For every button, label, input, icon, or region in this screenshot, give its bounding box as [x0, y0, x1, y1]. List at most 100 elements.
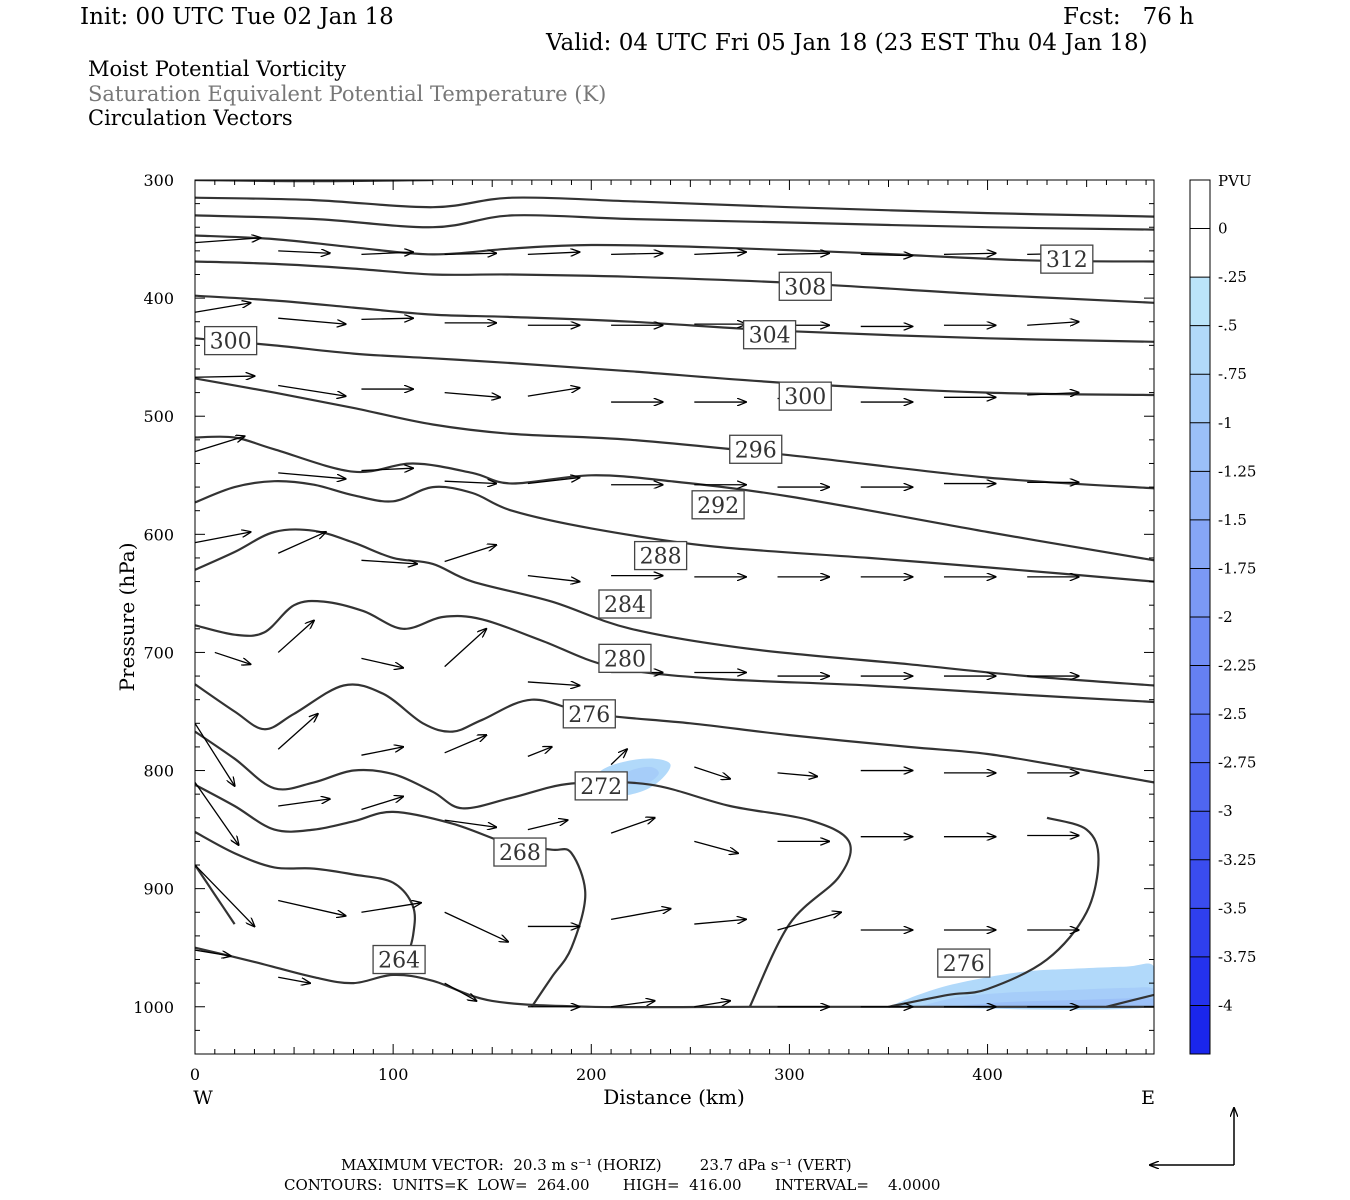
- colorbar-swatch: [1190, 471, 1210, 521]
- svg-text:300: 300: [210, 330, 252, 355]
- circulation-vector: [694, 840, 738, 853]
- y-tick-label: 900: [143, 880, 174, 899]
- contour-label: 264: [372, 944, 426, 975]
- contour-label: 276: [562, 699, 616, 729]
- contour-label: 300: [778, 381, 832, 411]
- theta-contour: [195, 730, 852, 1008]
- theta-contour: [1106, 993, 1154, 1008]
- colorbar-tick-label: -1.25: [1218, 462, 1256, 480]
- y-tick-label: 600: [143, 525, 174, 544]
- circulation-vector: [194, 864, 254, 926]
- theta-contour: [195, 831, 416, 972]
- svg-text:264: 264: [378, 949, 420, 974]
- svg-text:268: 268: [499, 841, 541, 866]
- circulation-vector: [214, 651, 251, 664]
- circulation-vector: [610, 749, 627, 766]
- y-tick-label: 500: [143, 407, 174, 426]
- contour-label: 308: [778, 271, 832, 301]
- svg-text:284: 284: [604, 593, 646, 618]
- svg-text:308: 308: [784, 275, 826, 300]
- circulation-vector: [527, 747, 552, 757]
- circulation-vector: [444, 253, 497, 254]
- colorbar-swatch: [1190, 665, 1210, 715]
- reference-vector-icon: [1150, 1108, 1234, 1165]
- x-tick-label: 400: [972, 1065, 1003, 1084]
- theta-contour: [195, 946, 1154, 1009]
- svg-text:276: 276: [943, 952, 985, 977]
- colorbar-swatch: [1190, 422, 1210, 472]
- forecast-hour: Fcst: 76 h: [1063, 4, 1194, 30]
- circulation-vector: [277, 532, 326, 554]
- circulation-vector: [610, 909, 670, 920]
- colorbar-tick-label: -3: [1218, 802, 1233, 820]
- circulation-vector: [444, 982, 477, 1001]
- x-tick-label: 200: [576, 1065, 607, 1084]
- circulation-vector: [278, 317, 345, 324]
- colorbar-tick-label: -2.75: [1218, 754, 1256, 772]
- circulation-vector: [277, 621, 314, 653]
- circulation-vector: [361, 657, 403, 667]
- circulation-vector: [361, 468, 413, 470]
- colorbar-swatch: [1190, 325, 1210, 375]
- colorbar-tick-label: -2.25: [1218, 657, 1256, 675]
- circulation-vector: [278, 899, 345, 915]
- circulation-vector: [527, 575, 580, 582]
- x-tick-label: 0: [190, 1065, 200, 1084]
- circulation-vector: [361, 252, 413, 254]
- svg-text:300: 300: [784, 385, 826, 410]
- circulation-vector: [194, 238, 260, 244]
- theta-contour: [195, 480, 1154, 583]
- svg-text:292: 292: [697, 494, 739, 519]
- theta-contour: [195, 599, 1154, 704]
- circulation-vector: [610, 818, 655, 834]
- x-tick-label: 300: [774, 1065, 805, 1084]
- contour-label: 296: [729, 434, 783, 464]
- y-tick-label: 800: [143, 762, 174, 781]
- svg-text:276: 276: [568, 703, 610, 728]
- circulation-vector: [444, 735, 487, 754]
- circulation-vector: [361, 747, 403, 756]
- circulation-vector: [194, 436, 245, 453]
- colorbar-tick-label: -.5: [1218, 317, 1237, 335]
- svg-text:304: 304: [749, 324, 791, 349]
- colorbar-unit: PVU: [1218, 172, 1252, 190]
- circulation-vector: [444, 545, 497, 563]
- colorbar-swatch: [1190, 811, 1210, 861]
- theta-contour: [195, 196, 1154, 218]
- circulation-vector: [694, 919, 746, 925]
- title-vectors: Circulation Vectors: [88, 106, 293, 130]
- circulation-vector: [194, 303, 250, 313]
- x-tick-label: 100: [378, 1065, 409, 1084]
- footer-max-vector: MAXIMUM VECTOR: 20.3 m s⁻¹ (HORIZ) 23.7 …: [341, 1156, 852, 1174]
- circulation-vector: [777, 253, 830, 254]
- svg-text:280: 280: [604, 647, 646, 672]
- circulation-vector: [278, 384, 345, 397]
- valid-time: Valid: 04 UTC Fri 05 Jan 18 (23 EST Thu …: [546, 30, 1148, 56]
- colorbar-tick-label: -1: [1218, 414, 1233, 432]
- contour-label: 304: [742, 320, 797, 350]
- colorbar-swatch: [1190, 519, 1210, 569]
- circulation-vector: [278, 251, 330, 253]
- colorbar-tick-label: 0: [1218, 220, 1228, 238]
- west-label: W: [193, 1087, 213, 1109]
- colorbar-tick-label: -2: [1218, 608, 1233, 626]
- circulation-vector: [611, 253, 663, 254]
- y-tick-label: 700: [143, 643, 174, 662]
- theta-contour: [195, 528, 1154, 687]
- circulation-vector: [1027, 393, 1079, 395]
- circulation-vector: [1027, 322, 1079, 326]
- colorbar-tick-label: -3.25: [1218, 851, 1256, 869]
- contour-label: 292: [691, 490, 745, 520]
- y-tick-label: 300: [143, 171, 174, 190]
- theta-contour: [195, 234, 1154, 263]
- colorbar-swatch: [1190, 714, 1210, 764]
- theta-contour: [888, 816, 1100, 1008]
- contour-label: 268: [493, 837, 547, 867]
- init-time: Init: 00 UTC Tue 02 Jan 18: [80, 4, 394, 30]
- contour-label: 300: [204, 325, 258, 356]
- contour-label: 288: [633, 540, 688, 571]
- circulation-vector: [444, 481, 497, 483]
- theta-contour: [195, 783, 587, 1008]
- colorbar-tick-label: -.75: [1218, 365, 1247, 383]
